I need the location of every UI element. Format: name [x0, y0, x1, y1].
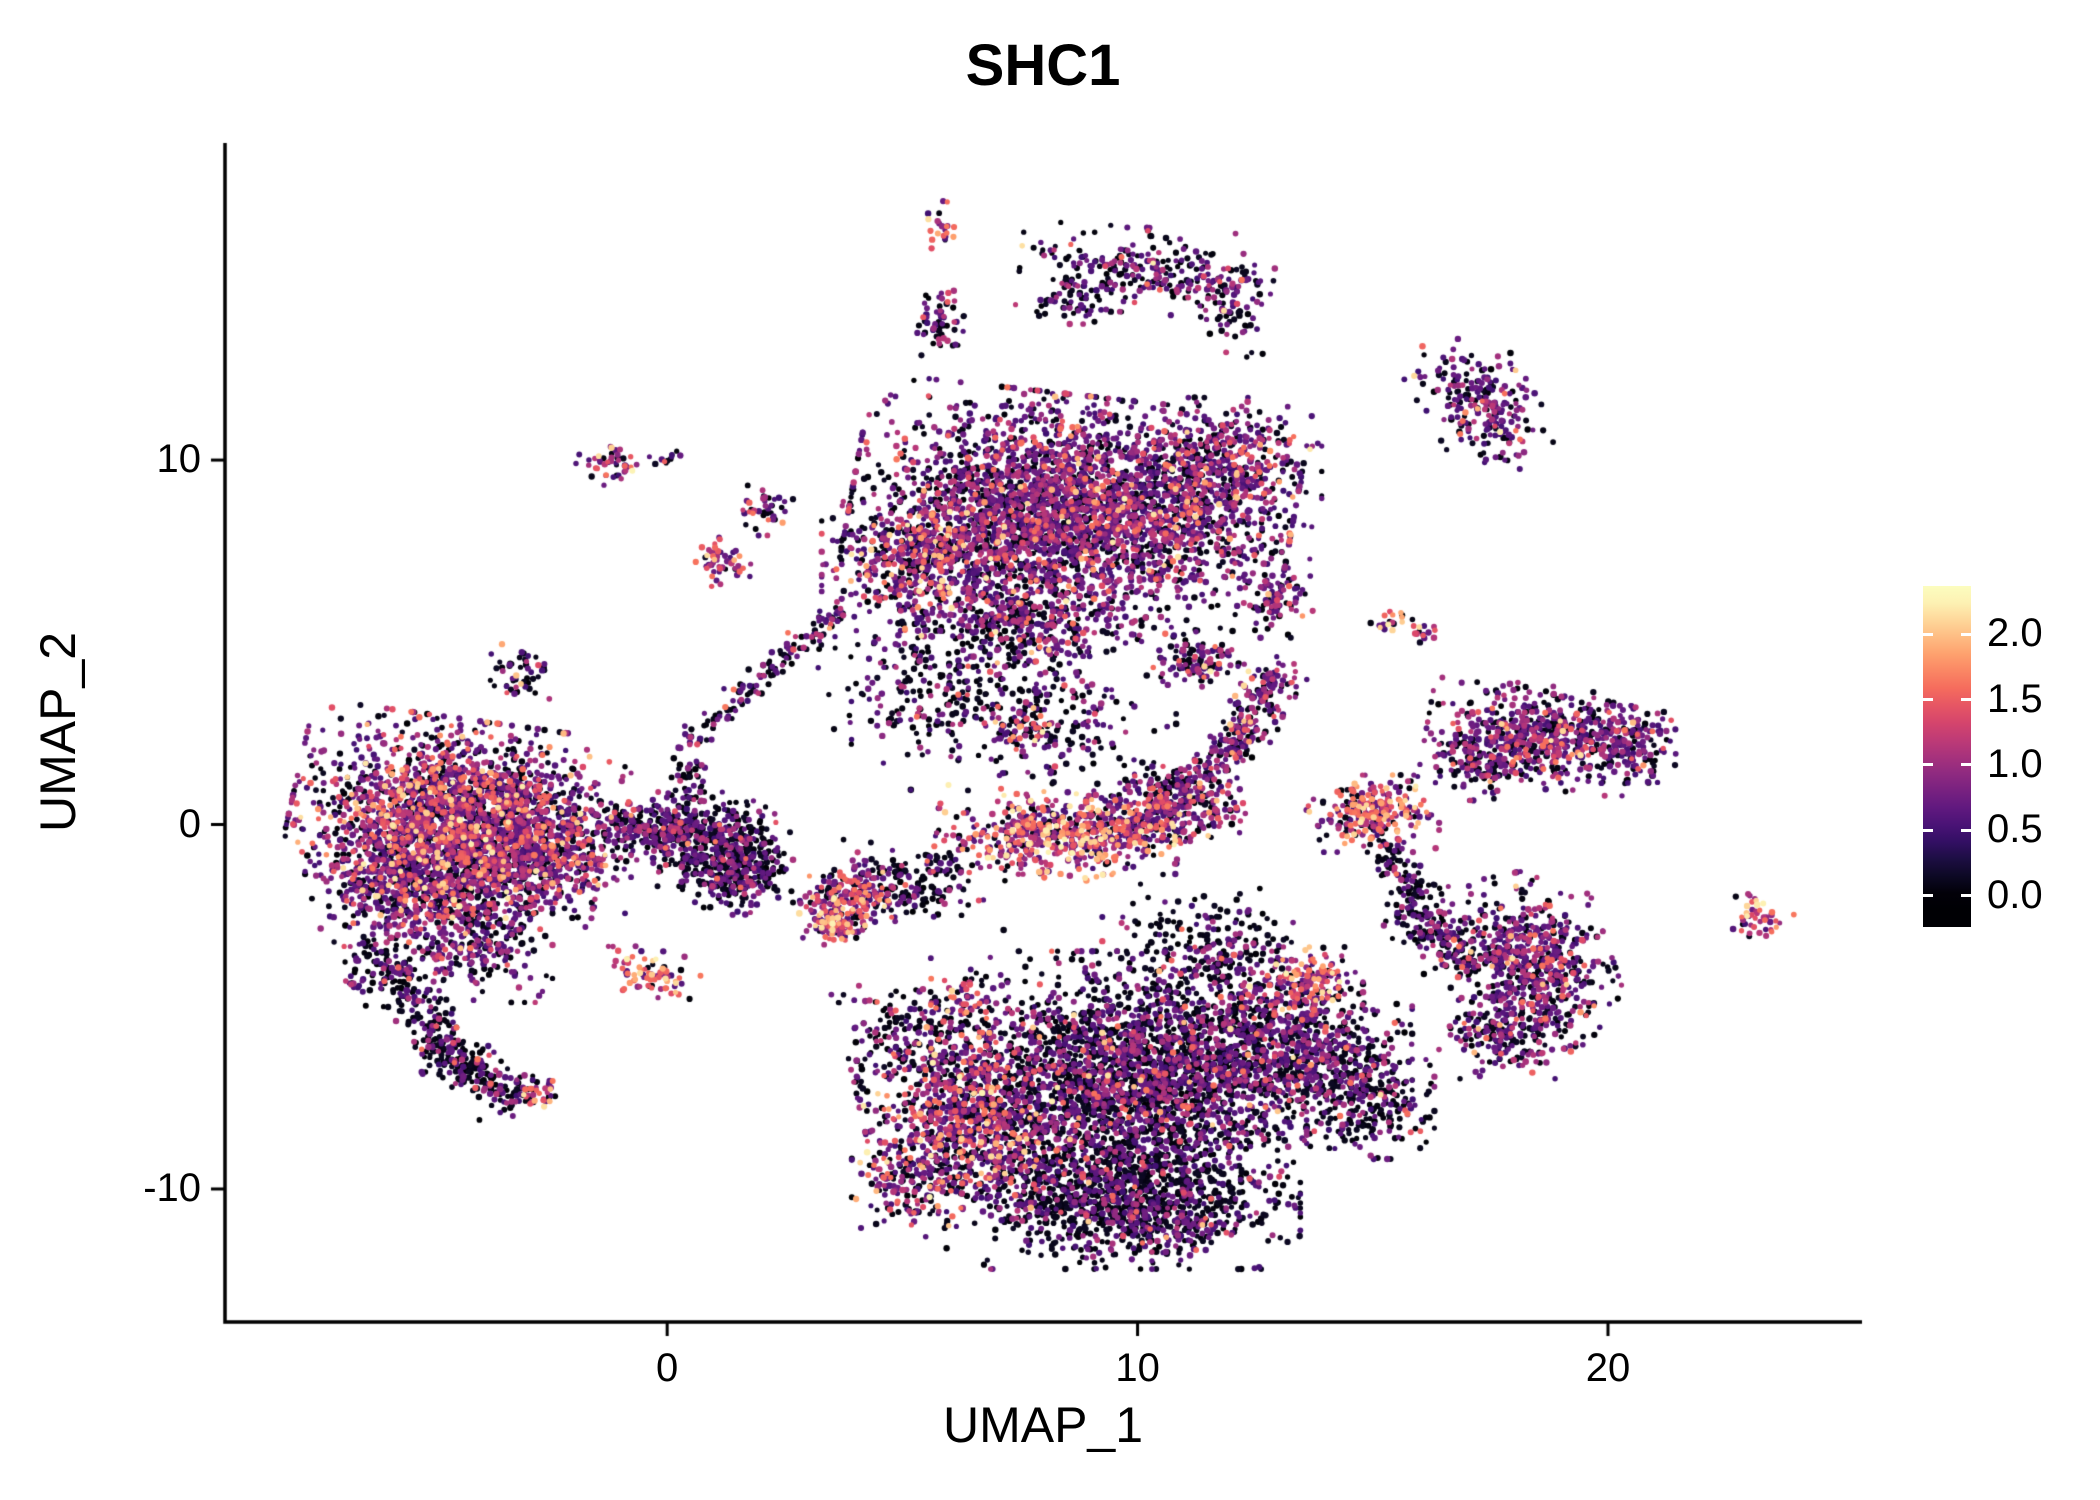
colorbar-tick-right-2.0: [1961, 632, 1971, 636]
colorbar-tick-left-2.0: [1923, 632, 1933, 636]
colorbar-label-0.5: 0.5: [1987, 807, 2043, 852]
plot-title: SHC1: [965, 33, 1121, 98]
colorbar-tick-right-1.5: [1961, 698, 1971, 702]
colorbar-tick-left-1.0: [1923, 763, 1933, 767]
x-tick-label-0: 0: [656, 1346, 679, 1390]
colorbar-tick-left-0.5: [1923, 828, 1933, 832]
colorbar-gradient: [1923, 586, 1971, 927]
colorbar-label-0.0: 0.0: [1987, 872, 2043, 917]
x-axis-label: UMAP_1: [942, 1397, 1144, 1453]
colorbar-tick-left-0.0: [1923, 894, 1933, 898]
y-tick-label-10: 10: [156, 437, 202, 482]
colorbar-tick-right-0.5: [1961, 828, 1971, 832]
colorbar-tick-right-0.0: [1961, 894, 1971, 898]
x-tick-label-10: 10: [1115, 1346, 1160, 1390]
y-tick-label--10: -10: [143, 1165, 201, 1210]
colorbar-legend: [1923, 586, 1971, 927]
x-tick-label-20: 20: [1585, 1346, 1631, 1390]
colorbar-label-2.0: 2.0: [1987, 611, 2043, 656]
colorbar-tick-left-1.5: [1923, 698, 1933, 702]
colorbar-label-1.0: 1.0: [1987, 741, 2043, 786]
y-tick-label-0: 0: [178, 801, 201, 846]
y-axis-label: UMAP_2: [30, 631, 86, 833]
colorbar-tick-right-1.0: [1961, 763, 1971, 767]
colorbar-label-1.5: 1.5: [1987, 676, 2043, 721]
